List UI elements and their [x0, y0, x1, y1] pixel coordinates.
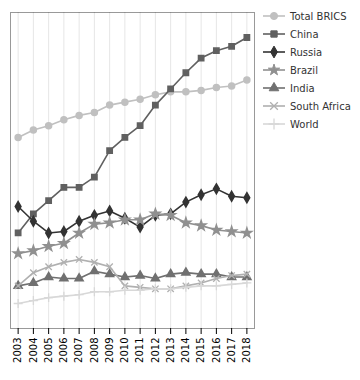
svg-text:2013: 2013 — [165, 338, 176, 363]
html-text:Brazil: Brazil — [290, 64, 318, 76]
svg-text:2007: 2007 — [73, 338, 84, 363]
svg-text:2011: 2011 — [134, 338, 145, 363]
html-text:India: India — [290, 82, 315, 94]
svg-text:2012: 2012 — [150, 338, 161, 363]
svg-text:2016: 2016 — [211, 338, 222, 363]
svg-text:2005: 2005 — [43, 338, 54, 363]
svg-text:2018: 2018 — [241, 338, 252, 363]
html-text:South Africa: South Africa — [290, 100, 351, 112]
svg-text:2015: 2015 — [195, 338, 206, 363]
html-text:World: World — [290, 118, 319, 130]
svg-text:2009: 2009 — [104, 338, 115, 363]
svg-text:2006: 2006 — [58, 338, 69, 363]
html-text:China: China — [290, 28, 319, 40]
svg-text:2010: 2010 — [119, 338, 130, 363]
svg-text:2017: 2017 — [226, 338, 237, 363]
svg-text:2003: 2003 — [12, 338, 23, 363]
svg-text:2014: 2014 — [180, 338, 191, 363]
html-text:Russia: Russia — [290, 46, 323, 58]
svg-text:2008: 2008 — [89, 338, 100, 363]
html-text:Total BRICS: Total BRICS — [290, 10, 347, 22]
svg-text:2004: 2004 — [28, 338, 39, 363]
